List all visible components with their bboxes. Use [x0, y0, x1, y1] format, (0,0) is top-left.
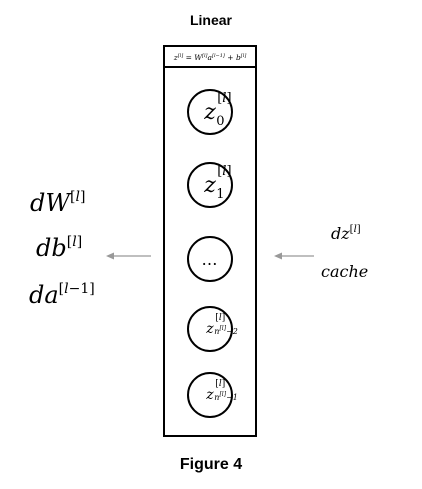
linear-layer-box: z[l] = W[l]a[l−1] + b[l]	[163, 45, 257, 437]
node-z-1: z [l] 1	[187, 162, 233, 208]
output-dW: dW[l]	[30, 189, 86, 217]
output-da: da[l−1]	[29, 281, 95, 309]
output-db: db[l]	[36, 234, 83, 262]
node-z-n-minus-1: z [l] n[l]−1	[187, 372, 238, 418]
input-cache: cache	[321, 262, 369, 281]
arrow-right	[274, 252, 314, 260]
arrow-left	[106, 252, 151, 260]
linear-formula: z[l] = W[l]a[l−1] + b[l]	[165, 47, 255, 68]
node-ellipsis: …	[187, 236, 233, 282]
figure-caption: Figure 4	[179, 456, 243, 473]
diagram-title: Linear	[189, 12, 232, 28]
node-z-n-minus-2: z [l] n[l]−2	[187, 306, 238, 352]
input-dz: dz[l]	[331, 224, 361, 243]
node-z-0: z [l] 0	[187, 89, 233, 135]
